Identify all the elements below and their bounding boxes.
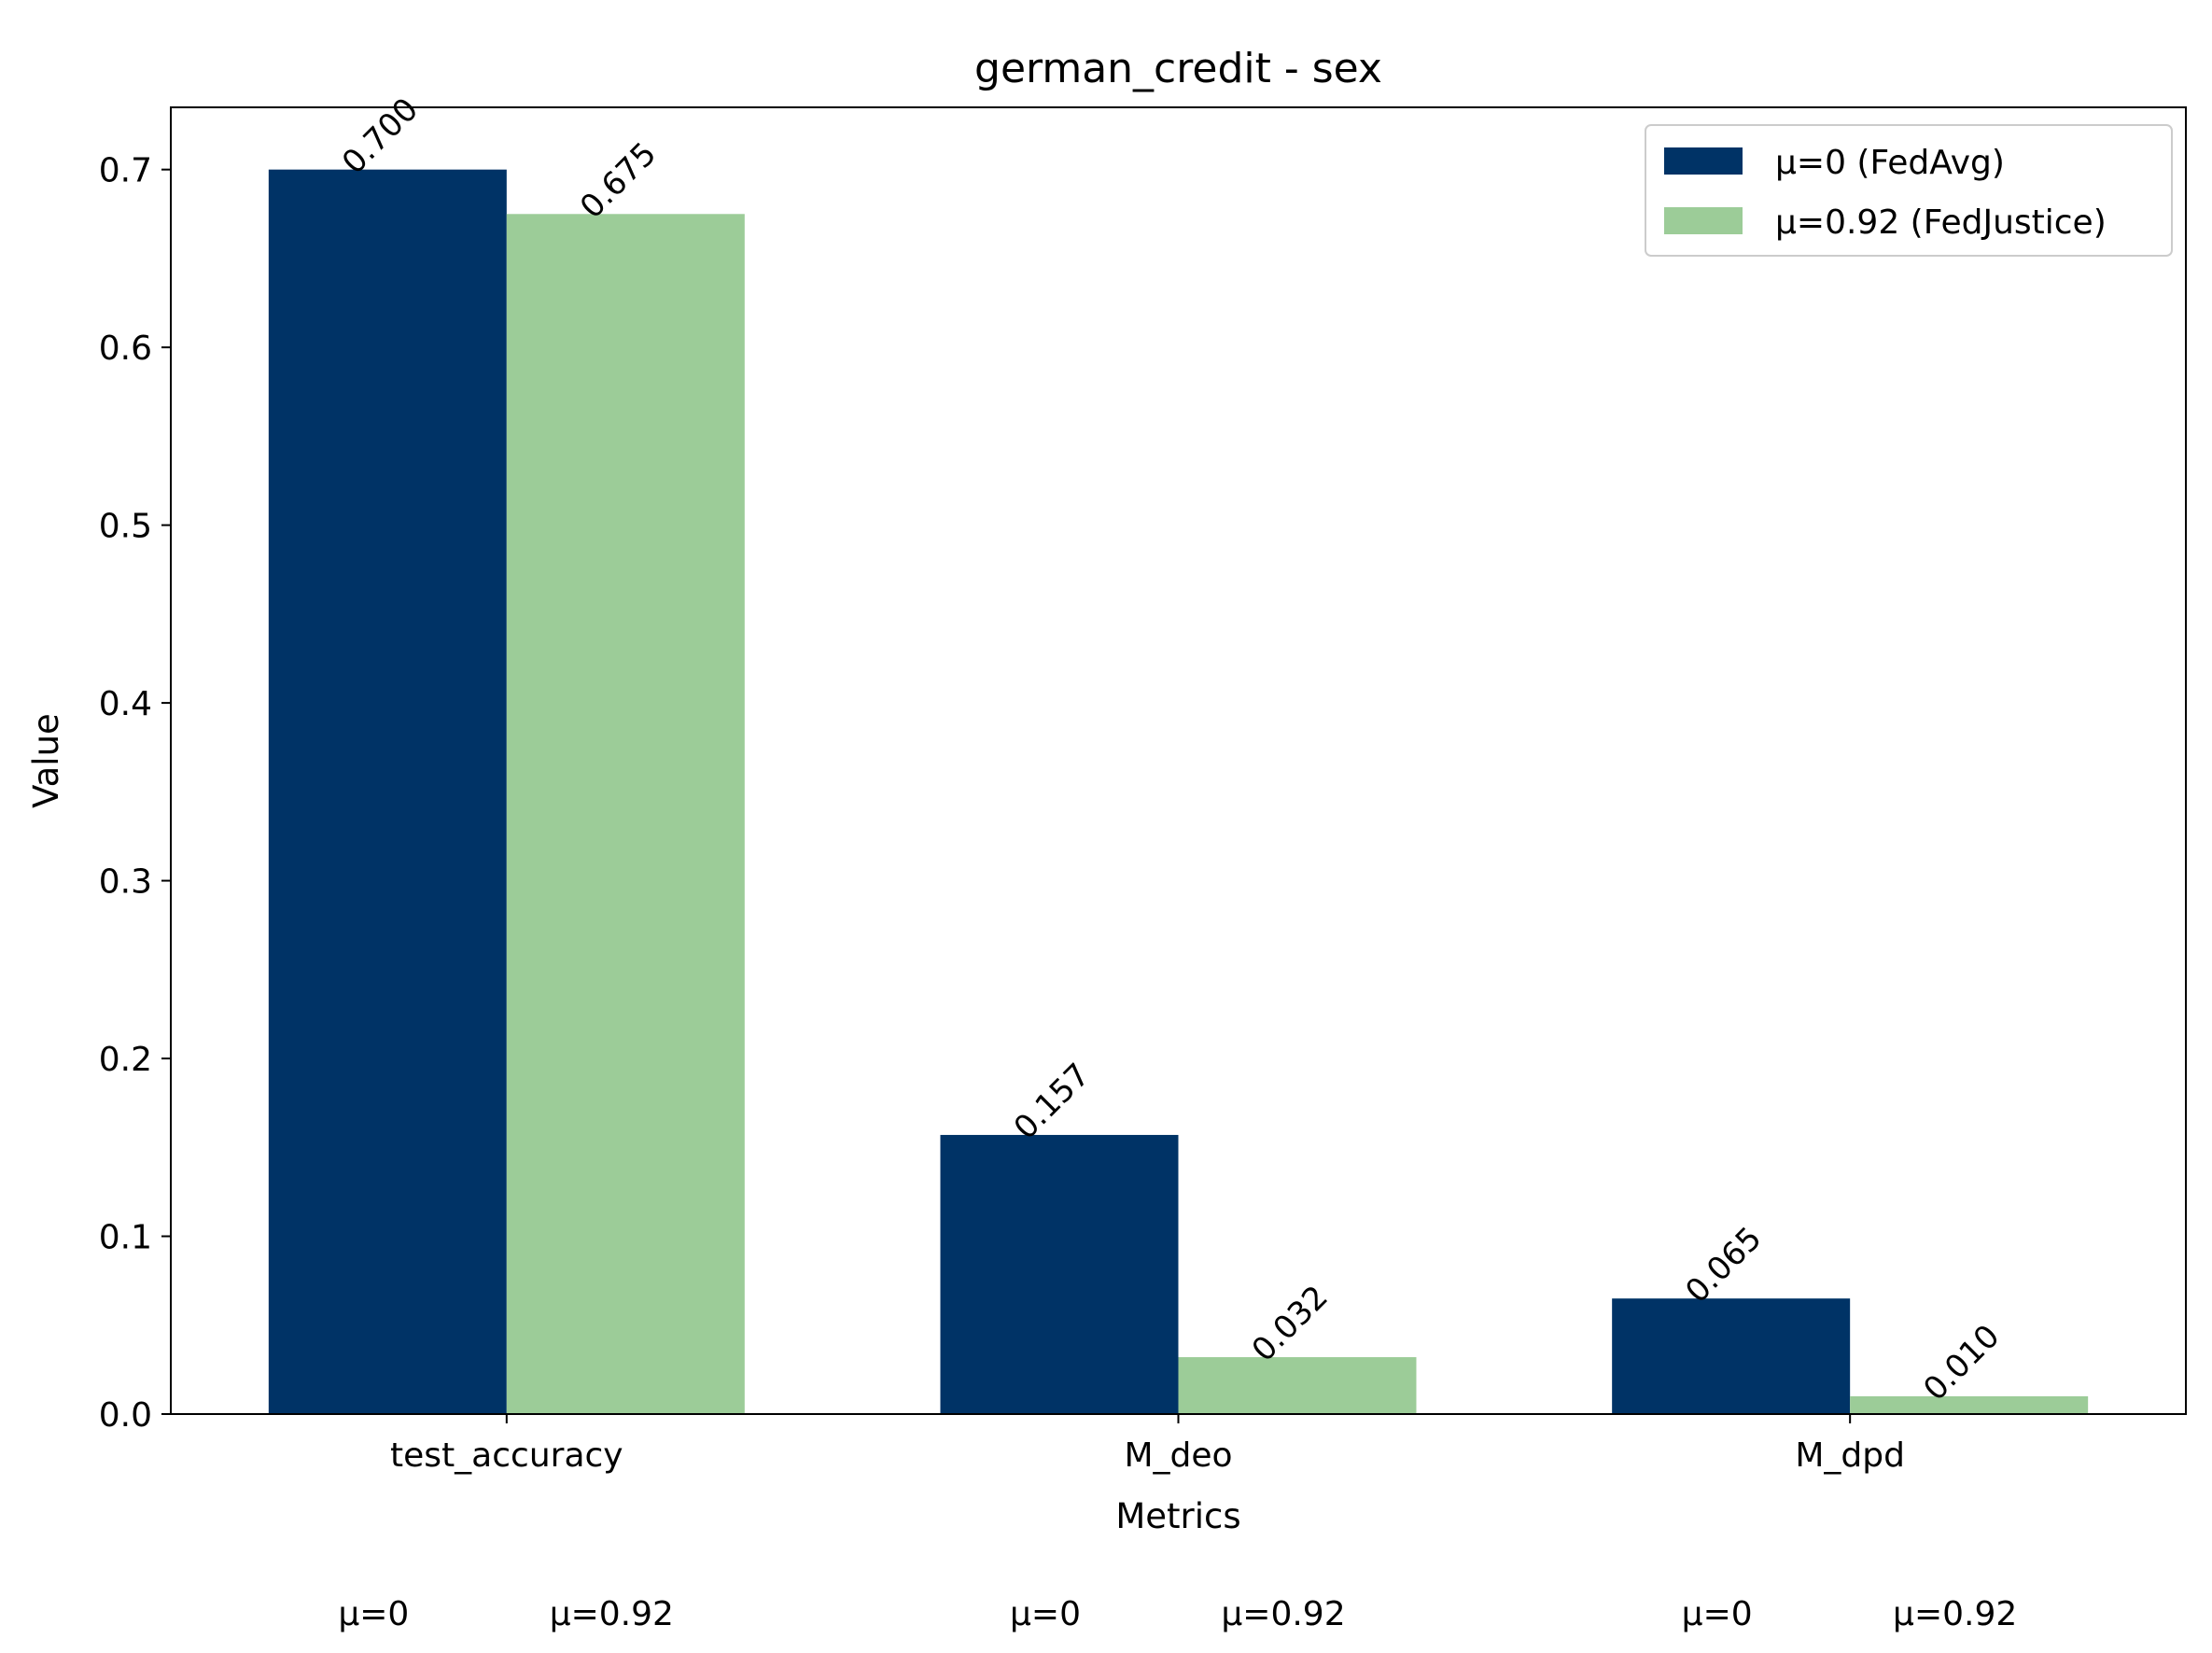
legend-entry-fedavg: μ=0 (FedAvg): [1775, 144, 2005, 182]
bar-M_deo-series-0: [940, 1134, 1179, 1414]
x-tick-label-M_deo: M_deo: [1124, 1436, 1232, 1475]
y-tick-label-2: 0.2: [99, 1041, 152, 1079]
chart-title: german_credit - sex: [974, 45, 1382, 92]
bar-M_deo-series-1: [1178, 1357, 1417, 1414]
y-tick-label-3: 0.3: [99, 863, 152, 902]
y-tick-label-1: 0.1: [99, 1219, 152, 1257]
legend-box: [1645, 124, 2173, 257]
series-sub-label-M_deo-1: μ=0.92: [1221, 1595, 1345, 1633]
legend-entry-fedjustice: μ=0.92 (FedJustice): [1775, 203, 2107, 242]
x-axis: test_accuracy M_deo M_dpd: [390, 1414, 1905, 1475]
legend-swatch-fedjustice: [1664, 207, 1743, 234]
y-tick-label-6: 0.6: [99, 329, 152, 368]
y-axis-label: Value: [26, 713, 66, 808]
series-sub-label-M_deo-0: μ=0: [1010, 1595, 1081, 1633]
legend-swatch-fedavg: [1664, 147, 1743, 175]
bar-test_accuracy-series-1: [506, 214, 745, 1414]
bar-test_accuracy-series-0: [268, 169, 507, 1415]
bar-M_dpd-series-1: [1850, 1395, 2089, 1414]
y-tick-label-5: 0.5: [99, 508, 152, 546]
series-sub-label-M_dpd-1: μ=0.92: [1893, 1595, 2017, 1633]
legend: μ=0 (FedAvg) μ=0.92 (FedJustice): [1645, 124, 2173, 257]
y-tick-label-7: 0.7: [99, 152, 152, 190]
x-tick-label-M_dpd: M_dpd: [1795, 1436, 1905, 1475]
bars-layer: [268, 169, 2089, 1415]
bar-M_dpd-series-0: [1612, 1298, 1851, 1414]
series-sub-label-test_accuracy-0: μ=0: [338, 1595, 409, 1633]
y-tick-label-0: 0.0: [99, 1396, 152, 1435]
x-axis-label: Metrics: [1115, 1496, 1240, 1536]
series-sub-label-test_accuracy-1: μ=0.92: [550, 1595, 674, 1633]
y-tick-label-4: 0.4: [99, 685, 152, 723]
series-sub-label-M_dpd-0: μ=0: [1682, 1595, 1753, 1633]
series-sub-labels: μ=0 μ=0.92 μ=0 μ=0.92 μ=0 μ=0.92: [338, 1595, 2017, 1633]
y-axis: 0.0 0.1 0.2 0.3 0.4 0.5 0.6 0.7: [99, 152, 171, 1435]
x-tick-label-test_accuracy: test_accuracy: [390, 1436, 623, 1475]
